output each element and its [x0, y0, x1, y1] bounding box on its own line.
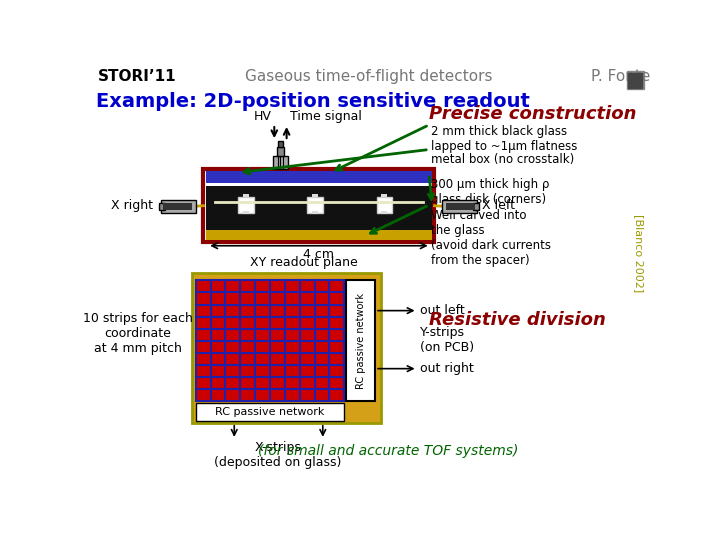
Text: XY readout plane: XY readout plane [250, 256, 357, 269]
Bar [161, 200, 196, 213]
Bar [377, 197, 392, 213]
Bar [159, 202, 165, 211]
Bar [243, 194, 249, 197]
Text: Resistive division: Resistive division [429, 311, 606, 329]
Text: Well carved into
the glass
(avoid dark currents
from the spacer): Well carved into the glass (avoid dark c… [431, 209, 551, 267]
Text: RC passive network: RC passive network [215, 407, 325, 417]
Text: out right: out right [420, 362, 474, 375]
Bar [382, 211, 387, 214]
Bar [163, 204, 192, 210]
Text: Precise construction: Precise construction [429, 105, 636, 123]
Text: 2 mm thick black glass
lapped to ~1μm flatness: 2 mm thick black glass lapped to ~1μm fl… [431, 125, 577, 153]
Bar [307, 197, 323, 213]
Bar [206, 186, 432, 230]
Bar [312, 211, 318, 214]
Text: Time signal: Time signal [289, 110, 361, 123]
Text: RC passive network: RC passive network [356, 293, 366, 389]
Text: P. Fonte: P. Fonte [590, 69, 650, 84]
Text: [Blanco 2002]: [Blanco 2002] [634, 214, 644, 293]
Bar [243, 211, 249, 214]
Text: metal box (no crosstalk): metal box (no crosstalk) [431, 153, 574, 166]
Bar [206, 230, 432, 240]
Bar [196, 403, 344, 421]
Text: X left: X left [482, 199, 516, 212]
Text: Example: 2D-position sensitive readout: Example: 2D-position sensitive readout [96, 92, 529, 111]
Bar [442, 200, 477, 213]
Text: X right: X right [112, 199, 153, 212]
Text: HV: HV [253, 110, 271, 123]
Bar [92, 65, 647, 88]
Text: (for small and accurate TOF systems): (for small and accurate TOF systems) [258, 443, 518, 457]
Bar [273, 157, 288, 168]
Text: Y-strips
(on PCB): Y-strips (on PCB) [420, 326, 474, 354]
Bar [276, 147, 284, 157]
Bar [206, 171, 432, 183]
Bar [192, 273, 381, 423]
Bar [473, 202, 479, 211]
Bar [446, 204, 475, 210]
Text: 300 μm thick high ρ
glass disk (corners): 300 μm thick high ρ glass disk (corners) [431, 178, 549, 206]
Text: out left: out left [420, 304, 464, 317]
Bar [238, 197, 253, 213]
Text: Gaseous time-of-flight detectors: Gaseous time-of-flight detectors [246, 69, 492, 84]
Bar [204, 168, 434, 242]
Bar [278, 141, 283, 147]
Bar [382, 194, 387, 197]
Text: 10 strips for each
coordinate
at 4 mm pitch: 10 strips for each coordinate at 4 mm pi… [83, 312, 193, 355]
Bar [196, 280, 344, 401]
Text: X-strips
(deposited on glass): X-strips (deposited on glass) [215, 441, 342, 469]
Bar [627, 71, 644, 90]
Bar [346, 280, 375, 401]
Bar [629, 72, 642, 88]
Text: STORI’11: STORI’11 [98, 69, 176, 84]
Bar [312, 194, 318, 197]
Text: 4 cm: 4 cm [303, 248, 335, 261]
